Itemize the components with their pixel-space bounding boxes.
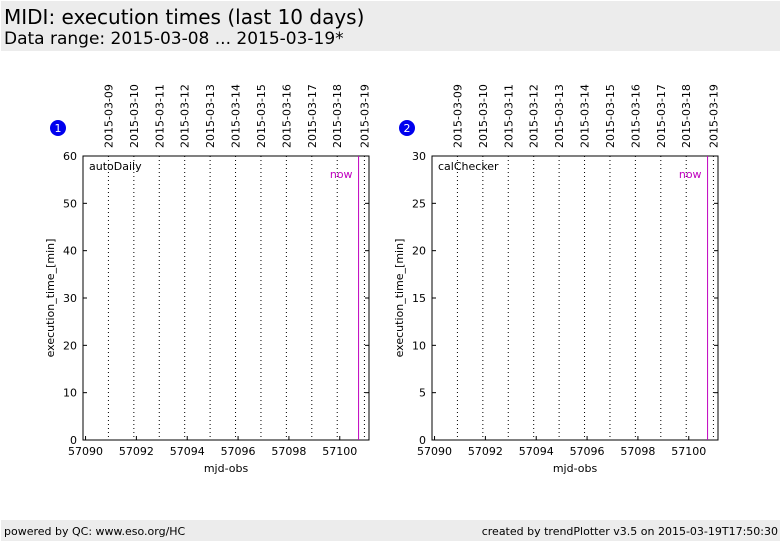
chart-1-date-label: 2015-03-15 (255, 84, 268, 148)
chart-2-date-label: 2015-03-14 (579, 84, 592, 148)
chart-2-date-label: 2015-03-15 (604, 84, 617, 148)
chart-1-panel-label: autoDaily (89, 160, 142, 173)
chart-1-date-label: 2015-03-09 (102, 84, 115, 148)
chart-1-x-tick-label: 57098 (271, 445, 306, 458)
chart-1-x-tick-label: 57090 (68, 445, 103, 458)
chart-2-panel-label: calChecker (438, 160, 499, 173)
chart-1-date-label: 2015-03-12 (179, 84, 192, 148)
chart-2-date-label: 2015-03-19 (707, 84, 720, 148)
page-header: MIDI: execution times (last 10 days) Dat… (1, 1, 780, 51)
chart-1-y-tick-label: 40 (63, 245, 77, 258)
chart-2-x-tick-label: 57098 (620, 445, 655, 458)
chart-1-y-tick-label: 20 (63, 339, 77, 352)
chart-2-badge-number: 2 (404, 122, 411, 135)
chart-1-y-tick-label: 30 (63, 292, 77, 305)
chart-2-date-label: 2015-03-13 (553, 84, 566, 148)
chart-2-y-tick-label: 15 (412, 292, 426, 305)
chart-1-plot-frame (82, 155, 370, 441)
chart-2-date-label: 2015-03-12 (528, 84, 541, 148)
chart-2-y-tick-label: 25 (412, 197, 426, 210)
chart-1-date-label: 2015-03-16 (280, 84, 293, 148)
chart-1-y-tick-label: 60 (63, 150, 77, 163)
chart-2-y-tick-label: 10 (412, 339, 426, 352)
chart-1-x-tick-label: 57096 (221, 445, 256, 458)
chart-2-plot-frame (431, 155, 719, 441)
chart-2-date-label: 2015-03-18 (680, 84, 693, 148)
chart-1-y-tick-label: 0 (70, 434, 77, 447)
chart-1-x-tick-label: 57094 (170, 445, 205, 458)
chart-2-date-label: 2015-03-09 (451, 84, 464, 148)
page-title: MIDI: execution times (last 10 days) (4, 5, 365, 29)
created-by-text: created by trendPlotter v3.5 on 2015-03-… (481, 525, 778, 538)
chart-2-y-tick-label: 30 (412, 150, 426, 163)
chart-2-date-label: 2015-03-16 (629, 84, 642, 148)
chart-1-badge-number: 1 (55, 122, 62, 135)
chart-2-y-tick-label: 20 (412, 245, 426, 258)
chart-2-y-axis-label: execution_time_[min] (393, 239, 406, 358)
page-footer: powered by QC: www.eso.org/HC created by… (1, 520, 780, 541)
chart-2-date-label: 2015-03-17 (655, 84, 668, 148)
data-range-subtitle: Data range: 2015-03-08 ... 2015-03-19* (4, 29, 344, 49)
chart-2-now-label: now (679, 168, 702, 181)
chart-2-y-tick-label: 0 (419, 434, 426, 447)
chart-2-badge (399, 120, 415, 136)
chart-1-date-label: 2015-03-10 (128, 84, 141, 148)
chart-1-badge (50, 120, 66, 136)
chart-1-date-label: 2015-03-17 (306, 84, 319, 148)
chart-2-x-tick-label: 57092 (468, 445, 503, 458)
chart-1-y-tick-label: 10 (63, 387, 77, 400)
chart-1-x-axis-label: mjd-obs (204, 462, 249, 475)
powered-by-text: powered by QC: www.eso.org/HC (4, 525, 186, 538)
chart-1-y-axis-label: execution_time_[min] (44, 239, 57, 358)
chart-2-x-tick-label: 57100 (671, 445, 706, 458)
chart-1-date-label: 2015-03-13 (204, 84, 217, 148)
chart-1-x-tick-label: 57092 (119, 445, 154, 458)
chart-1-date-label: 2015-03-18 (331, 84, 344, 148)
chart-1-date-label: 2015-03-19 (358, 84, 371, 148)
chart-2-x-tick-label: 57090 (417, 445, 452, 458)
chart-2-x-tick-label: 57096 (570, 445, 605, 458)
chart-1-y-tick-label: 50 (63, 197, 77, 210)
chart-1-now-label: now (330, 168, 353, 181)
chart-2-date-label: 2015-03-11 (502, 84, 515, 148)
chart-2-x-axis-label: mjd-obs (553, 462, 598, 475)
chart-1-date-label: 2015-03-11 (153, 84, 166, 148)
chart-1-x-tick-label: 57100 (322, 445, 357, 458)
chart-2-y-tick-label: 5 (419, 387, 426, 400)
chart-2-x-tick-label: 57094 (519, 445, 554, 458)
chart-1-date-label: 2015-03-14 (230, 84, 243, 148)
chart-2-date-label: 2015-03-10 (477, 84, 490, 148)
